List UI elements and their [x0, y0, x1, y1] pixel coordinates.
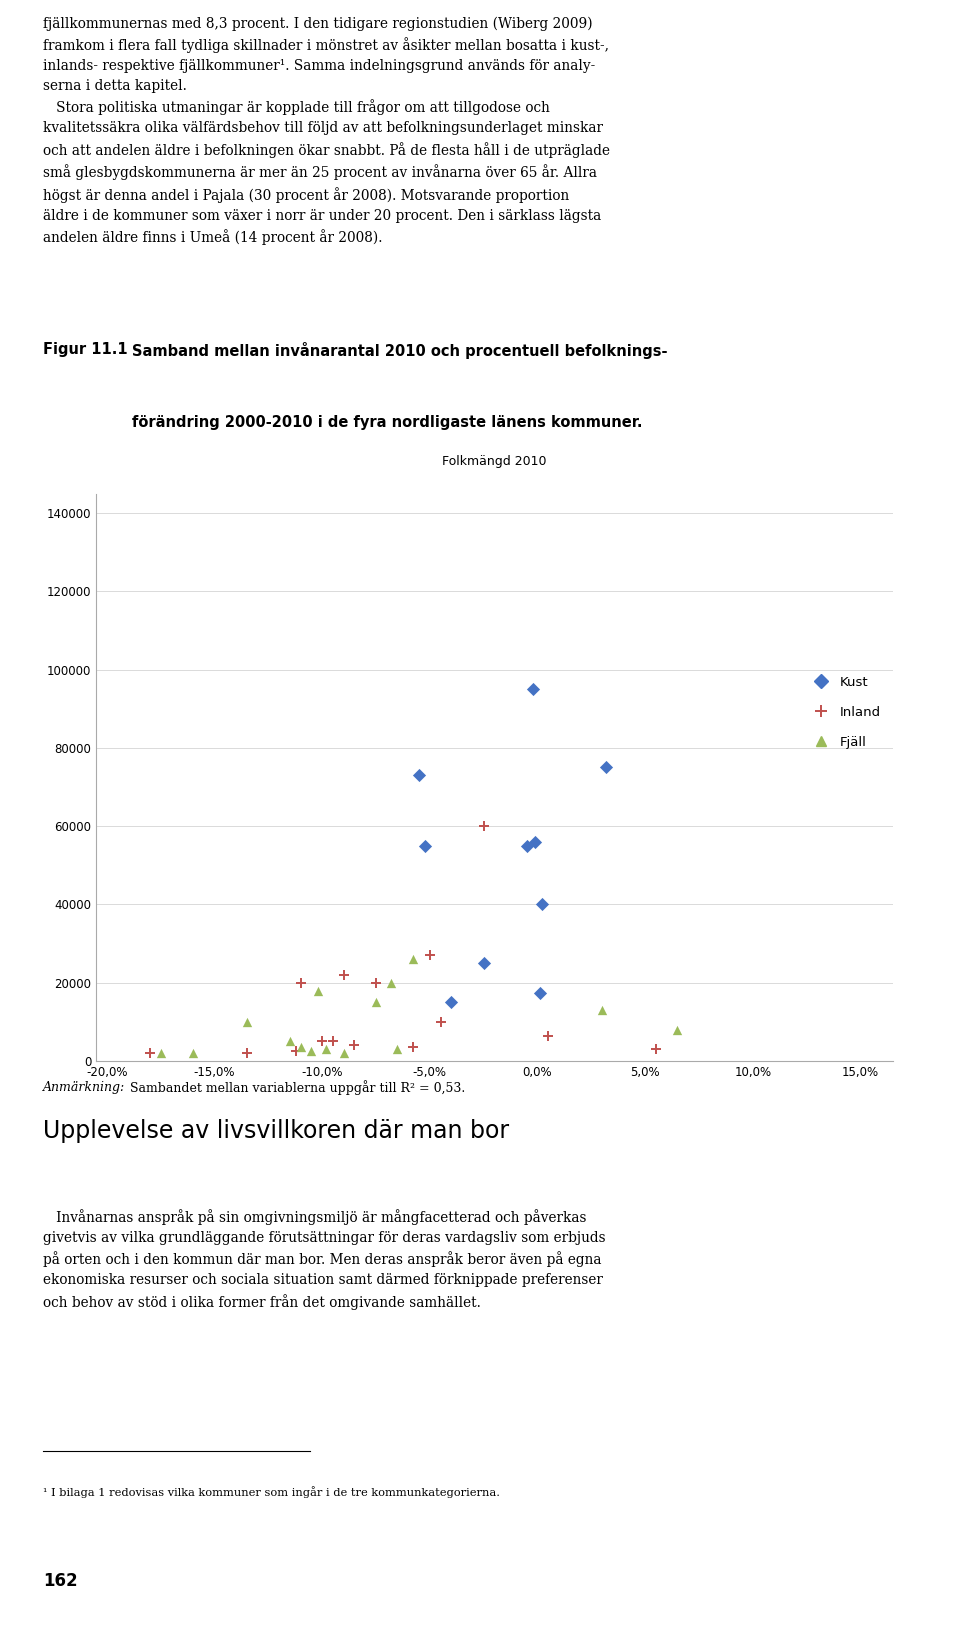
- Legend: Kust, Inland, Fjäll: Kust, Inland, Fjäll: [803, 671, 886, 753]
- Point: [390, 1036, 405, 1063]
- Point: [289, 1038, 304, 1064]
- Point: [405, 946, 420, 972]
- Point: [670, 1017, 685, 1043]
- Point: [239, 1008, 254, 1035]
- Text: Anmärkning:: Anmärkning:: [43, 1081, 126, 1094]
- Point: [422, 943, 438, 969]
- Text: Samband mellan invånarantal 2010 och procentuell befolknings-: Samband mellan invånarantal 2010 och pro…: [132, 342, 667, 359]
- Text: Figur 11.1: Figur 11.1: [43, 342, 128, 357]
- Point: [319, 1036, 334, 1063]
- Point: [383, 969, 398, 995]
- Text: förändring 2000-2010 i de fyra nordligaste länens kommuner.: förändring 2000-2010 i de fyra nordligas…: [132, 415, 642, 429]
- Point: [325, 1028, 341, 1054]
- Point: [293, 969, 308, 995]
- Point: [476, 813, 492, 839]
- Point: [315, 1028, 330, 1054]
- Point: [599, 755, 614, 781]
- Text: Sambandet mellan variablerna uppgår till R² = 0,53.: Sambandet mellan variablerna uppgår till…: [126, 1079, 465, 1096]
- Point: [282, 1028, 298, 1054]
- Point: [525, 676, 540, 702]
- Point: [310, 977, 325, 1003]
- Text: 162: 162: [43, 1573, 78, 1589]
- Text: Invånarnas anspråk på sin omgivningsmiljö är mångfacetterad och påverkas
givetvi: Invånarnas anspråk på sin omgivningsmilj…: [43, 1209, 606, 1309]
- Text: ¹ I bilaga 1 redovisas vilka kommuner som ingår i de tre kommunkategorierna.: ¹ I bilaga 1 redovisas vilka kommuner so…: [43, 1487, 500, 1499]
- Text: Upplevelse av livsvillkoren där man bor: Upplevelse av livsvillkoren där man bor: [43, 1119, 510, 1143]
- Point: [433, 1008, 448, 1035]
- Point: [405, 1035, 420, 1061]
- Point: [532, 979, 547, 1005]
- Point: [369, 969, 384, 995]
- Point: [153, 1040, 168, 1066]
- Point: [411, 762, 426, 788]
- Point: [476, 951, 492, 977]
- Point: [185, 1040, 201, 1066]
- Point: [444, 989, 459, 1015]
- Point: [303, 1038, 319, 1064]
- Point: [519, 832, 535, 859]
- Point: [369, 989, 384, 1015]
- Point: [540, 1023, 556, 1050]
- Point: [534, 892, 549, 918]
- Text: Folkmängd 2010: Folkmängd 2010: [443, 456, 546, 467]
- Point: [239, 1040, 254, 1066]
- Point: [648, 1036, 663, 1063]
- Point: [293, 1035, 308, 1061]
- Point: [594, 997, 610, 1023]
- Point: [418, 832, 433, 859]
- Point: [528, 829, 543, 855]
- Text: fjällkommunernas med 8,3 procent. I den tidigare regionstudien (Wiberg 2009)
fra: fjällkommunernas med 8,3 procent. I den …: [43, 16, 611, 245]
- Point: [142, 1040, 157, 1066]
- Point: [336, 1040, 351, 1066]
- Point: [347, 1031, 362, 1058]
- Point: [336, 962, 351, 989]
